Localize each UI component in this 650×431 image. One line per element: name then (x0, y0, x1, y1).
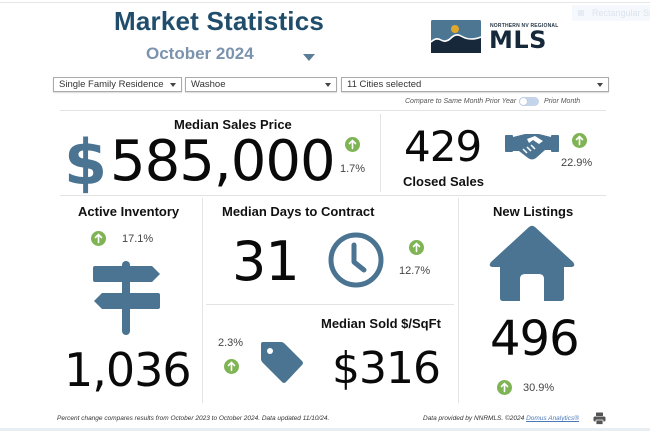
closed-sales-label: Closed Sales (403, 174, 484, 189)
domus-analytics-link[interactable]: Domus Analytics® (526, 415, 580, 422)
snip-overlay-button[interactable]: Rectangular Snip (572, 5, 650, 21)
arrow-up-icon (572, 133, 587, 148)
median-sales-price-label: Median Sales Price (174, 117, 292, 132)
house-icon (489, 225, 575, 301)
divider (380, 114, 381, 192)
bottom-border (0, 428, 650, 431)
active-inventory-value: 1,036 (64, 343, 192, 397)
active-inventory-label: Active Inventory (78, 204, 180, 219)
month-selector-label[interactable]: October 2024 (146, 44, 254, 63)
median-days-value: 31 (232, 230, 300, 293)
active-inventory-change: 17.1% (122, 233, 154, 245)
toggle-knob (519, 97, 528, 106)
arrow-up-icon (91, 231, 106, 246)
chevron-down-icon (597, 83, 603, 87)
month-dropdown-caret-icon[interactable] (303, 54, 315, 61)
median-sales-price-change: 1.7% (340, 163, 366, 175)
median-sold-sqft-label: Median Sold $/SqFt (321, 316, 441, 331)
property-type-select[interactable]: Single Family Residence (53, 77, 182, 92)
compare-toggle[interactable] (519, 97, 539, 106)
arrow-up-icon (224, 359, 239, 374)
county-select[interactable]: Washoe (185, 77, 337, 92)
divider (60, 195, 606, 196)
handshake-icon (505, 134, 559, 160)
logo-name: MLS (489, 26, 547, 54)
cities-select[interactable]: 11 Cities selected (341, 77, 609, 92)
closed-sales-change: 22.9% (561, 157, 593, 169)
clock-icon (328, 232, 384, 288)
arrow-up-icon (409, 240, 424, 255)
footer-note: Percent change compares results from Oct… (57, 415, 330, 422)
median-days-label: Median Days to Contract (222, 204, 375, 219)
new-listings-change: 30.9% (523, 382, 555, 394)
cities-value: 11 Cities selected (347, 79, 422, 90)
median-sales-price-value: 585,000 (110, 129, 336, 194)
arrow-up-icon (497, 380, 512, 395)
footer-credit-text: Data provided by NNRMLS. ©2024 (423, 415, 525, 422)
new-listings-value: 496 (490, 311, 580, 367)
new-listings-label: New Listings (493, 204, 574, 219)
print-icon[interactable] (593, 412, 606, 425)
divider (458, 198, 459, 403)
snip-label: Rectangular Snip (592, 8, 650, 18)
compare-prior-year-label: Compare to Same Month Prior Year (405, 98, 517, 105)
signpost-icon (93, 261, 160, 335)
county-value: Washoe (191, 79, 226, 90)
median-sold-sqft-value: $316 (332, 343, 441, 394)
footer-credit: Data provided by NNRMLS. ©2024 Domus Ana… (423, 415, 579, 422)
page-title: Market Statistics (114, 6, 325, 36)
chevron-down-icon (325, 83, 331, 87)
median-sold-sqft-change: 2.3% (218, 337, 244, 349)
arrow-up-icon (345, 137, 360, 152)
chevron-down-icon (170, 83, 176, 87)
dollar-icon: $ (64, 126, 108, 199)
property-type-value: Single Family Residence (59, 79, 164, 90)
top-border (0, 2, 650, 3)
median-days-change: 12.7% (399, 265, 431, 277)
divider (206, 304, 454, 305)
mls-logo-icon (431, 20, 481, 53)
compare-prior-month-label: Prior Month (544, 98, 581, 105)
price-tag-icon (261, 342, 303, 383)
closed-sales-value: 429 (404, 122, 482, 171)
divider (202, 198, 203, 403)
divider (60, 110, 606, 111)
logo-subtitle: NORTHERN NV REGIONAL (490, 23, 559, 29)
snip-icon (578, 10, 584, 16)
